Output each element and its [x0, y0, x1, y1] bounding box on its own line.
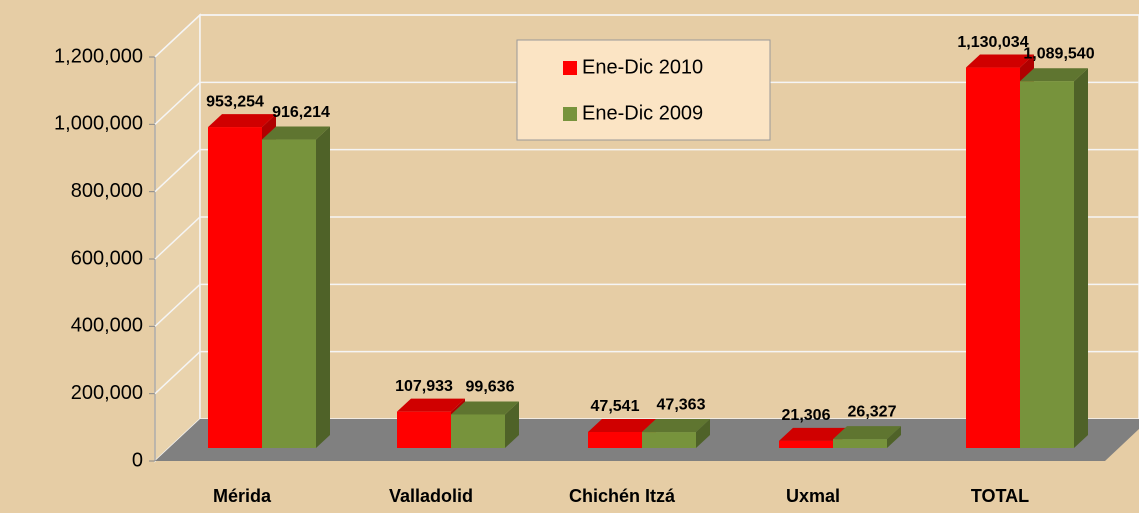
bar-top — [1020, 68, 1088, 82]
value-label: 916,214 — [272, 104, 330, 121]
x-tick-label: TOTAL — [971, 486, 1029, 506]
x-tick-label: Uxmal — [786, 486, 840, 506]
value-label: 47,363 — [657, 396, 706, 413]
grid-line — [154, 283, 1139, 327]
bar-top — [397, 398, 465, 412]
value-label: 47,541 — [591, 398, 640, 415]
bar-top — [262, 126, 330, 140]
legend-swatch — [563, 107, 577, 121]
grid-line — [154, 81, 1139, 125]
grid-line — [154, 14, 1139, 58]
y-tick-label: 800,000 — [71, 180, 143, 202]
bar — [833, 439, 887, 448]
legend-label: Ene-Dic 2009 — [582, 102, 703, 124]
bar-side — [316, 126, 330, 448]
y-tick-label: 0 — [132, 449, 143, 471]
legend-label: Ene-Dic 2010 — [582, 56, 703, 78]
bar-top — [779, 427, 847, 441]
value-label: 107,933 — [395, 378, 453, 395]
grid-line — [154, 148, 1139, 193]
bar-top — [588, 418, 656, 432]
bar-top — [642, 419, 710, 433]
bar — [208, 127, 262, 448]
bar — [1020, 81, 1074, 448]
bar — [779, 440, 833, 448]
value-label: 21,306 — [782, 407, 831, 424]
y-tick-label: 600,000 — [71, 247, 143, 269]
bar — [451, 414, 505, 448]
value-label: 1,130,034 — [957, 34, 1028, 51]
value-label: 953,254 — [206, 93, 264, 110]
bar-side — [1074, 68, 1088, 448]
bar — [588, 431, 642, 448]
legend-box — [516, 39, 771, 141]
value-label: 1,089,540 — [1023, 45, 1094, 62]
grid-line — [154, 216, 1139, 260]
bar-side — [887, 426, 901, 448]
bar-top — [966, 54, 1034, 68]
y-tick-label: 400,000 — [71, 315, 143, 337]
bar-top — [833, 426, 901, 440]
bar-side — [505, 401, 519, 448]
y-tick-label: 1,200,000 — [54, 45, 143, 67]
value-label: 26,327 — [848, 403, 897, 420]
bar-side — [696, 419, 710, 448]
y-tick-label: 200,000 — [71, 382, 143, 404]
value-label: 99,636 — [466, 379, 515, 396]
bar-top — [208, 114, 276, 128]
bar — [262, 139, 316, 448]
x-tick-label: Chichén Itzá — [569, 486, 676, 506]
bar-top — [451, 401, 519, 415]
x-tick-label: Valladolid — [389, 486, 473, 506]
grid-line — [154, 350, 1139, 395]
x-tick-label: Mérida — [213, 486, 272, 506]
legend-swatch — [563, 61, 577, 75]
bar — [966, 67, 1020, 448]
bar — [397, 411, 451, 448]
y-tick-label: 1,000,000 — [54, 113, 143, 135]
bar — [642, 432, 696, 448]
